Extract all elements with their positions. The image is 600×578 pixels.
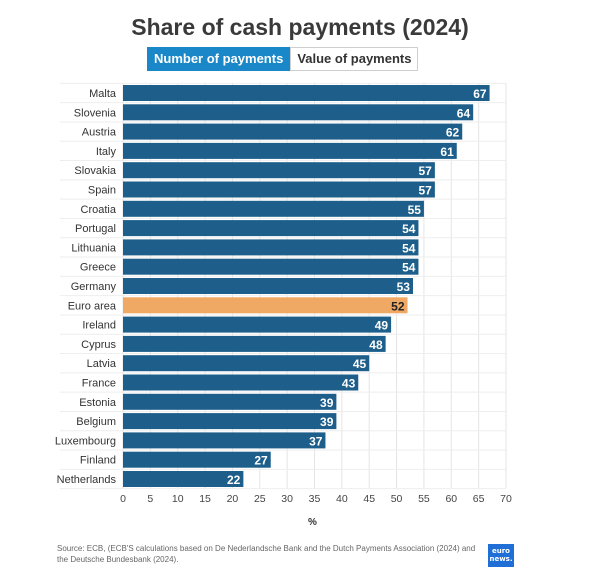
data-label: 55 — [408, 203, 422, 217]
bar — [123, 355, 370, 372]
bar — [123, 200, 424, 217]
category-label: Euro area — [68, 300, 117, 312]
category-label: Germany — [71, 281, 117, 293]
data-label: 54 — [402, 222, 416, 236]
bar — [123, 181, 435, 198]
category-label: France — [82, 378, 116, 390]
bar — [123, 220, 419, 237]
category-label: Netherlands — [57, 474, 117, 486]
chart-title: Share of cash payments (2024) — [131, 14, 469, 40]
bar — [123, 374, 359, 391]
x-tick-label: 5 — [147, 493, 153, 505]
tab-number-of-payments[interactable]: Number of payments — [147, 47, 291, 71]
data-label: 27 — [254, 454, 268, 468]
bar — [123, 162, 435, 179]
category-label: Lithuania — [71, 242, 117, 254]
data-label: 62 — [446, 126, 460, 140]
bar — [123, 432, 326, 449]
data-label: 48 — [369, 338, 383, 352]
bar — [123, 451, 271, 468]
x-tick-label: 35 — [309, 493, 321, 505]
x-tick-label: 40 — [336, 493, 348, 505]
data-label: 22 — [227, 473, 241, 487]
category-label: Luxembourg — [55, 435, 116, 447]
data-label: 43 — [342, 377, 356, 391]
category-label: Malta — [89, 88, 117, 100]
category-label: Portugal — [75, 223, 116, 235]
x-tick-label: 70 — [500, 493, 512, 505]
x-tick-label: 30 — [281, 493, 293, 505]
bar — [123, 335, 386, 352]
bar — [123, 239, 419, 256]
data-label: 37 — [309, 434, 323, 448]
bar — [123, 393, 337, 410]
x-tick-label: 25 — [254, 493, 266, 505]
x-axis-label: % — [308, 517, 317, 528]
category-label: Ireland — [82, 320, 116, 332]
x-tick-label: 10 — [172, 493, 184, 505]
category-label: Italy — [96, 146, 117, 158]
data-label: 64 — [457, 106, 471, 120]
data-label: 54 — [402, 241, 416, 255]
data-label: 54 — [402, 261, 416, 275]
category-label: Estonia — [79, 397, 117, 409]
bar — [123, 471, 244, 487]
x-tick-label: 0 — [120, 493, 126, 505]
data-label: 53 — [397, 280, 411, 294]
data-label: 57 — [419, 184, 433, 198]
x-tick-label: 45 — [363, 493, 375, 505]
x-tick-label: 50 — [391, 493, 403, 505]
metric-tabs: Number of payments Value of payments — [147, 47, 419, 71]
bar — [123, 104, 474, 121]
data-label: 45 — [353, 357, 367, 371]
bar — [123, 316, 392, 333]
category-label: Spain — [88, 185, 116, 197]
bar — [123, 413, 337, 430]
category-label: Cyprus — [81, 339, 116, 351]
tab-value-of-payments[interactable]: Value of payments — [290, 47, 419, 71]
data-label: 49 — [375, 319, 389, 333]
category-label: Finland — [80, 455, 116, 467]
data-label: 39 — [320, 396, 334, 410]
bar — [123, 123, 463, 140]
x-tick-label: 65 — [473, 493, 485, 505]
source-note: Source: ECB, (ECB'S calculations based o… — [57, 544, 476, 564]
data-label: 67 — [473, 87, 487, 101]
data-label: 39 — [320, 415, 334, 429]
category-label: Slovakia — [74, 165, 116, 177]
category-label: Latvia — [87, 358, 117, 370]
category-label: Croatia — [81, 204, 117, 216]
x-tick-label: 15 — [199, 493, 211, 505]
bar-chart: Malta 67 Slovenia 64 Austria 62 Italy 61 Slovaki… — [55, 82, 512, 528]
x-tick-label: 55 — [418, 493, 430, 505]
category-label: Greece — [80, 262, 116, 274]
bar — [123, 278, 413, 294]
euronews-logo: euro news. — [488, 544, 514, 567]
bar — [123, 142, 457, 159]
bar — [123, 258, 419, 275]
data-label: 61 — [440, 145, 454, 159]
category-label: Belgium — [76, 416, 116, 428]
bar — [123, 85, 490, 101]
category-label: Slovenia — [74, 107, 117, 119]
x-tick-label: 20 — [227, 493, 239, 505]
data-label: 52 — [391, 299, 405, 313]
data-label: 57 — [419, 164, 433, 178]
bar — [123, 297, 408, 314]
category-label: Austria — [82, 127, 117, 139]
x-tick-label: 60 — [445, 493, 457, 505]
